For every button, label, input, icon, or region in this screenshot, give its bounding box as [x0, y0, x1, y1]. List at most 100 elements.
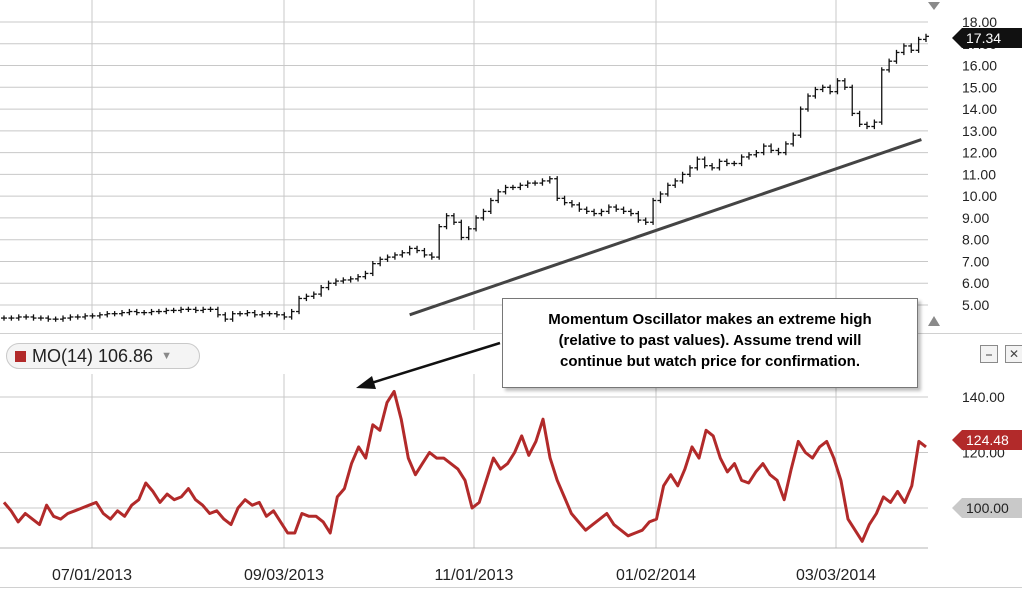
oscillator-last-value-badge: 124.48: [952, 430, 1022, 450]
price-tick-label: 13.00: [962, 123, 997, 139]
price-bar: [635, 210, 642, 223]
price-bar: [856, 110, 863, 127]
price-bar: [421, 247, 428, 258]
price-bar: [60, 315, 67, 322]
callout-line-3: continue but watch price for confirmatio…: [559, 353, 860, 370]
price-bar: [222, 312, 229, 322]
x-tick-label: 01/02/2014: [616, 567, 696, 584]
price-bar: [259, 311, 266, 318]
price-bar: [332, 278, 339, 286]
price-bar: [878, 67, 885, 125]
price-last-value-badge: 17.34: [952, 28, 1022, 48]
price-bar: [679, 171, 686, 184]
price-tick-label: 5.00: [962, 297, 989, 313]
price-bar: [15, 314, 22, 321]
price-bar: [23, 314, 30, 320]
price-bar: [745, 152, 752, 160]
price-bar: [524, 180, 531, 188]
series-color-swatch: [15, 350, 26, 362]
price-tick-label: 18.00: [962, 14, 997, 30]
momentum-line: [2, 389, 927, 543]
x-tick-label: 07/01/2013: [52, 567, 132, 584]
price-bar: [819, 84, 826, 93]
oscillator-last-value-badge-text: 124.48: [966, 432, 1009, 448]
price-bar: [539, 178, 546, 186]
price-bar: [716, 158, 723, 171]
price-bar: [214, 306, 221, 318]
price-bar: [546, 176, 553, 184]
close-icon: ✕: [1008, 347, 1020, 361]
indicator-legend-label: MO(14) 106.86: [32, 345, 154, 366]
price-bar: [310, 291, 317, 299]
scroll-down-arrow-icon[interactable]: [928, 316, 940, 326]
price-bar: [126, 308, 133, 316]
price-bar: [347, 276, 354, 283]
price-bar: [900, 43, 907, 56]
price-axis: 5.00 6.00 7.00 8.00 9.00 10.00 11.00 12.00 13.00…: [962, 14, 997, 313]
price-tick-label: 9.00: [962, 210, 989, 226]
price-bar: [369, 261, 376, 277]
price-bar: [650, 197, 657, 225]
price-bar: [576, 202, 583, 212]
price-bar: [414, 245, 421, 254]
close-button[interactable]: ✕: [1005, 345, 1022, 363]
price-bar: [119, 310, 126, 317]
price-bar: [178, 306, 185, 314]
oscillator-reference-badge-text: 100.00: [966, 500, 1009, 516]
price-bar: [509, 184, 516, 191]
price-bar: [89, 313, 96, 319]
price-bars: [1, 33, 929, 322]
price-bar: [915, 36, 922, 53]
price-bar: [200, 306, 207, 314]
price-bar: [458, 219, 465, 241]
price-bar: [104, 311, 111, 318]
price-bar: [613, 204, 620, 212]
support-trendline: [409, 138, 922, 317]
price-bar: [325, 280, 332, 291]
price-bar: [583, 206, 590, 215]
callout-line-2: (relative to past values). Assume trend …: [558, 332, 862, 349]
price-bar: [502, 184, 509, 195]
price-bar: [67, 314, 74, 321]
price-bar: [185, 306, 192, 312]
oscillator-reference-badge: 100.00: [952, 498, 1022, 518]
price-bar: [96, 312, 103, 319]
price-bar: [155, 308, 162, 315]
x-tick-label: 09/03/2013: [244, 567, 324, 584]
price-bar: [384, 254, 391, 262]
price-bar: [627, 208, 634, 217]
price-tick-label: 10.00: [962, 188, 997, 204]
price-bar: [797, 106, 804, 138]
price-last-value-badge-text: 17.34: [966, 30, 1001, 46]
price-bar: [480, 208, 487, 221]
price-bar: [782, 141, 789, 156]
price-bar: [30, 314, 37, 321]
price-bar: [303, 293, 310, 302]
scroll-up-arrow-icon[interactable]: [928, 2, 940, 10]
price-tick-label: 6.00: [962, 275, 989, 291]
price-bar: [923, 33, 929, 43]
price-bar: [111, 311, 118, 317]
price-bar: [45, 315, 52, 322]
price-bar: [517, 182, 524, 191]
price-bar: [908, 43, 915, 53]
price-bar: [473, 215, 480, 232]
price-bar: [391, 252, 398, 260]
oscillator-grid: [0, 374, 928, 549]
price-bar: [170, 307, 177, 314]
minimize-button[interactable]: ⎯: [980, 345, 998, 363]
price-bar: [296, 295, 303, 315]
x-axis: 07/01/2013 09/03/2013 11/01/2013 01/02/2014…: [52, 567, 876, 584]
price-tick-label: 14.00: [962, 101, 997, 117]
price-bar: [406, 245, 413, 256]
indicator-legend-dropdown[interactable]: MO(14) 106.86 ▼: [6, 343, 200, 369]
price-bar: [37, 315, 44, 321]
price-bar: [605, 204, 612, 215]
price-bar: [827, 84, 834, 95]
price-bar: [849, 84, 856, 117]
price-bar: [288, 308, 295, 320]
price-bar: [450, 213, 457, 225]
price-bar: [362, 270, 369, 280]
price-bar: [709, 163, 716, 171]
callout-line-1: Momentum Oscillator makes an extreme hig…: [548, 311, 872, 328]
